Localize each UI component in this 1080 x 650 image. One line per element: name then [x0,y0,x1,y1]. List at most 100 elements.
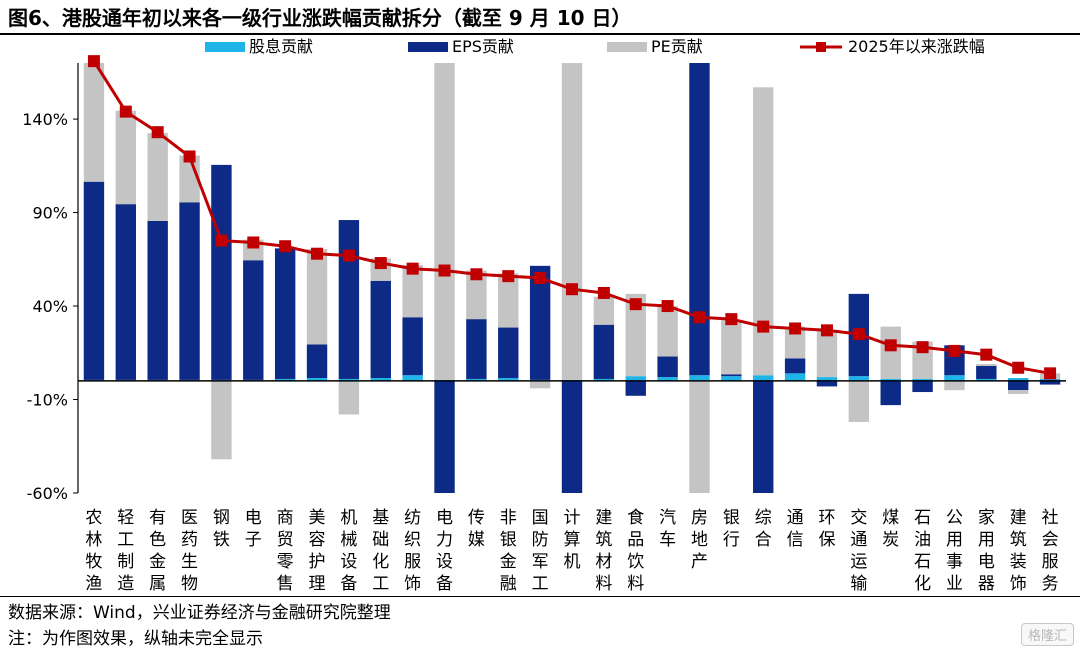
bar-2-12 [466,270,487,320]
bar-1-14 [529,265,551,380]
bar-0-7 [306,378,328,381]
line-point-23 [820,324,833,337]
y-tick-label-3: -10% [27,391,68,410]
bar-1-6 [274,248,296,379]
line-point-0 [87,55,100,68]
line-point-11 [438,264,451,277]
bar-1-1 [115,204,137,380]
bar-2-20 [721,320,742,375]
line-point-5 [247,236,260,249]
bar-0-10 [402,375,423,381]
line-point-15 [566,283,578,296]
category-label-29: 建筑装饰 [1010,508,1027,594]
bar-1-10 [402,317,423,376]
line-point-2 [151,126,164,139]
category-label-28: 家用电器 [978,508,995,594]
y-tick-label-1: 90% [32,204,68,223]
bar-2-2 [147,133,168,221]
bar-0-25 [880,378,901,381]
bar-1-28 [976,365,997,379]
figure-title: 图6、港股通年初以来各一级行业涨跌幅贡献拆分（截至 9 月 10 日） [8,6,632,30]
line-point-4 [215,234,228,247]
bar-1-20 [721,374,742,377]
watermark: 格隆汇 [1020,623,1074,646]
bar-2-14 [529,380,551,389]
bar-1-18 [657,356,678,378]
legend-swatch-2 [607,42,647,52]
bar-2-21 [753,87,774,376]
category-label-12: 传媒 [468,508,485,550]
footer-rule [0,596,1080,597]
bar-1-9 [370,280,391,379]
legend-label-3: 2025年以来涨跌幅 [848,37,985,56]
bar-1-5 [243,260,264,380]
bar-0-20 [721,376,742,381]
bar-2-1 [115,110,137,205]
legend-label-2: PE贡献 [651,37,703,56]
line-point-20 [725,313,738,326]
line-point-18 [661,300,674,313]
line-point-14 [534,272,547,284]
data-source: 数据来源：Wind，兴业证券经济与金融研究院整理 [8,603,391,623]
bar-1-26 [912,380,933,393]
y-tick-label-0: 140% [22,110,68,129]
bar-0-28 [976,378,997,381]
category-label-27: 公用事业 [946,508,963,594]
category-label-4: 钢铁 [213,508,230,550]
line-point-9 [374,257,387,270]
line-point-13 [502,270,515,283]
bar-2-11 [434,63,455,380]
bars-group [83,63,1061,493]
bar-2-27 [944,380,965,391]
bar-0-18 [657,377,678,381]
bar-1-25 [880,380,901,406]
legend-line-marker [816,42,826,52]
bar-2-24 [848,380,870,422]
bar-1-11 [434,380,455,493]
line-point-10 [406,262,419,275]
line-point-17 [629,298,642,311]
bar-1-12 [466,319,487,379]
bar-1-16 [593,324,615,379]
bar-1-30 [1039,380,1061,385]
category-label-3: 医药生物 [181,508,198,594]
bar-2-18 [657,306,678,357]
bar-1-4 [211,164,232,380]
bar-2-28 [976,364,997,366]
bar-1-23 [816,380,838,387]
bar-1-19 [689,63,710,376]
bar-1-0 [83,181,105,380]
category-label-2: 有色金属 [149,508,166,594]
category-label-30: 社会服务 [1042,508,1059,594]
title-rule [0,33,1080,35]
category-label-14: 国防军工 [532,508,549,594]
line-point-30 [1044,367,1057,380]
bar-2-15 [561,63,583,380]
bar-0-26 [912,378,933,381]
category-label-18: 汽车 [659,508,676,550]
category-label-10: 纺织服饰 [404,508,421,594]
category-label-5: 电子 [245,508,262,550]
line-point-27 [948,344,961,357]
bar-0-24 [848,376,870,381]
legend-label-1: EPS贡献 [452,37,514,56]
legend-label-0: 股息贡献 [249,37,313,56]
category-label-19: 房地产 [691,508,708,572]
bar-2-22 [784,326,806,359]
bar-1-13 [498,327,519,379]
line-point-29 [1012,361,1025,374]
category-label-20: 银行 [723,508,740,550]
bar-0-19 [689,375,710,381]
category-label-24: 交通运输 [850,508,867,594]
bar-1-21 [753,380,774,493]
bar-1-17 [625,380,646,396]
category-label-22: 通信 [787,508,804,550]
bar-2-25 [880,326,901,379]
bar-2-7 [306,249,328,345]
line-point-26 [916,341,929,354]
line-point-25 [884,339,897,352]
line-point-12 [470,268,483,281]
bar-0-8 [338,378,360,381]
bar-1-15 [561,380,583,493]
bar-0-27 [944,375,965,381]
